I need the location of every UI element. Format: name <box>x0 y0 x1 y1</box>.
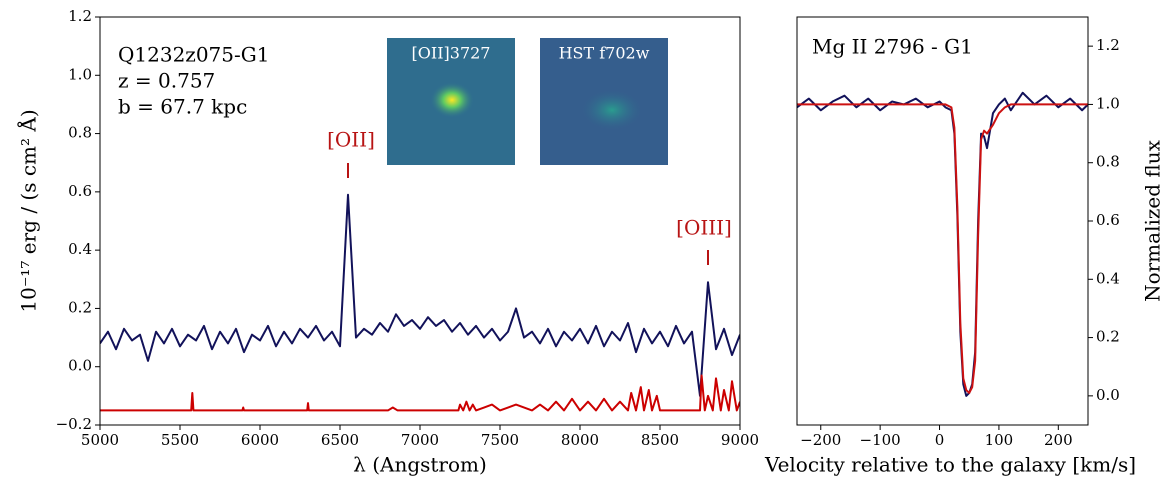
inset-oii: [OII]3727 <box>387 38 515 165</box>
data-line <box>100 193 740 397</box>
annotation: [OIII] <box>676 216 732 240</box>
y-tick-label: 0.0 <box>68 357 92 375</box>
x-tick-label: −200 <box>800 431 841 449</box>
x-tick-label: 8500 <box>641 431 679 449</box>
inset-hst: HST f702w <box>540 38 668 165</box>
axes-frame <box>796 16 1089 426</box>
y-tick-label: 0.8 <box>1096 153 1120 171</box>
x-tick-label: 6000 <box>241 431 279 449</box>
inset-label: [OII]3727 <box>412 44 491 63</box>
x-tick-label: 7500 <box>481 431 519 449</box>
x-tick-label: 5500 <box>161 431 199 449</box>
info-text: z = 0.757 <box>118 69 215 93</box>
y-tick-label: 0.0 <box>1096 386 1120 404</box>
y-tick-label: 0.2 <box>68 298 92 316</box>
x-tick-label: −100 <box>860 431 901 449</box>
y-axis-label: 10⁻¹⁷ erg / (s cm² Å) <box>16 109 41 312</box>
y-axis-label: Normalized flux <box>1141 139 1165 302</box>
y-tick-label: 0.2 <box>1096 328 1120 346</box>
x-tick-label: 6500 <box>321 431 359 449</box>
annotation: [OII] <box>327 128 375 152</box>
info-text: Q1232z075-G1 <box>118 43 269 67</box>
panel-title: Mg II 2796 - G1 <box>812 35 973 59</box>
x-tick-label: 100 <box>985 431 1014 449</box>
x-tick-label: 0 <box>935 431 945 449</box>
data-line <box>100 374 740 412</box>
y-tick-label: −0.2 <box>56 415 92 433</box>
data-line <box>797 103 1088 394</box>
y-tick-label: 1.2 <box>68 7 92 25</box>
x-tick-label: 9000 <box>721 431 759 449</box>
y-tick-label: 1.0 <box>68 65 92 83</box>
data-line <box>797 91 1088 397</box>
inset-label: HST f702w <box>559 44 650 63</box>
y-tick-label: 0.8 <box>68 124 92 142</box>
info-text: b = 67.7 kpc <box>118 95 247 119</box>
y-tick-label: 0.4 <box>68 240 92 258</box>
x-tick-label: 200 <box>1044 431 1073 449</box>
x-tick-label: 7000 <box>401 431 439 449</box>
x-tick-label: 5000 <box>81 431 119 449</box>
y-tick-label: 1.0 <box>1096 94 1120 112</box>
y-tick-label: 0.6 <box>1096 211 1120 229</box>
y-tick-label: 0.4 <box>1096 269 1120 287</box>
y-tick-label: 1.2 <box>1096 36 1120 54</box>
x-axis-label: λ (Angstrom) <box>353 453 487 477</box>
x-axis-label: Velocity relative to the galaxy [km/s] <box>764 453 1136 477</box>
y-tick-label: 0.6 <box>68 182 92 200</box>
x-tick-label: 8000 <box>561 431 599 449</box>
